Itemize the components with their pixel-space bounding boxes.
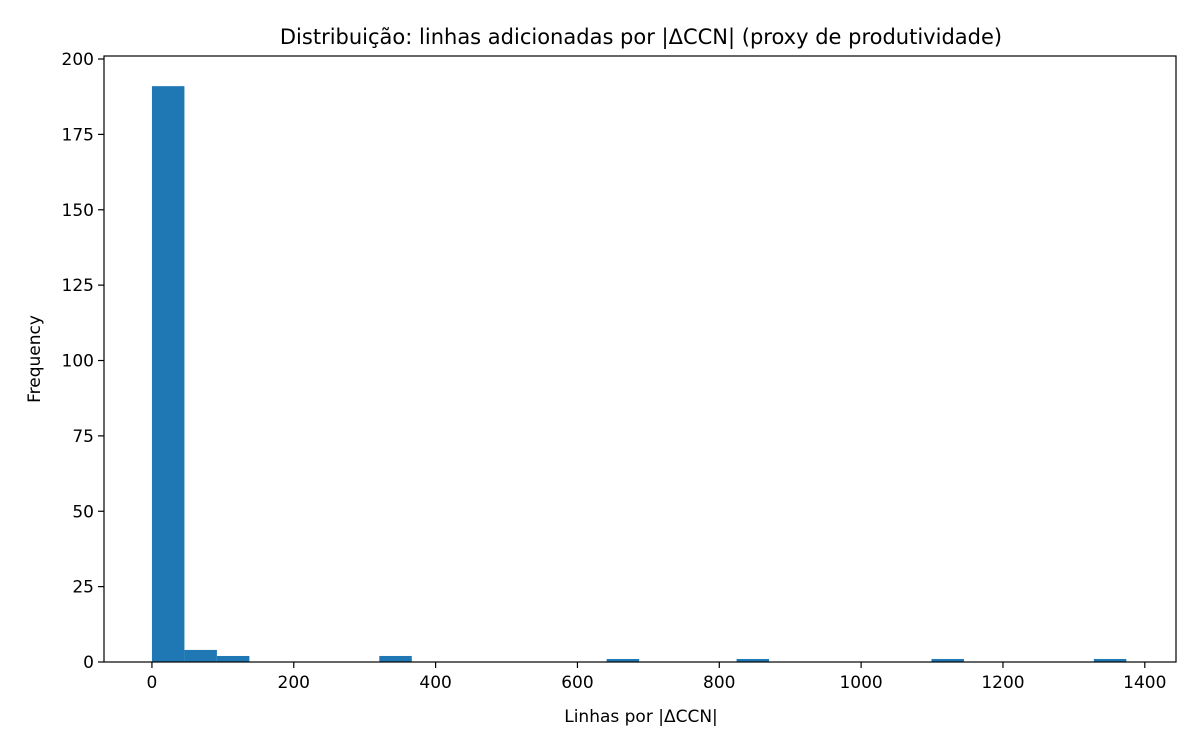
x-tick-label: 1200 [981, 673, 1024, 693]
x-tick-label: 0 [147, 673, 158, 693]
x-axis: 0 200 400 600 800 1000 1200 1400 [147, 662, 1166, 693]
histogram-bar-0 [151, 86, 185, 662]
y-tick-label: 100 [62, 352, 94, 372]
histogram-bar-7 [1093, 658, 1127, 662]
x-tick-label: 1000 [839, 673, 882, 693]
histogram-bar-2 [216, 655, 250, 662]
x-tick-label: 200 [278, 673, 310, 693]
bars-group [151, 86, 1127, 662]
histogram-bar-3 [379, 655, 412, 662]
histogram-bar-5 [736, 658, 770, 662]
chart-title: Distribuição: linhas adicionadas por |ΔC… [280, 25, 1002, 50]
y-tick-label: 150 [62, 201, 94, 221]
x-tick-label: 800 [703, 673, 735, 693]
y-axis: 0 25 50 75 100 125 150 175 200 [62, 50, 104, 673]
y-axis-title: Frequency [25, 315, 45, 403]
y-tick-label: 125 [62, 276, 94, 296]
histogram-bar-6 [931, 658, 964, 662]
x-tick-label: 1400 [1123, 673, 1166, 693]
x-axis-title: Linhas por |ΔCCN| [564, 707, 718, 727]
x-tick-label: 600 [561, 673, 593, 693]
histogram-bar-1 [184, 649, 217, 662]
histogram-bar-4 [606, 658, 640, 662]
y-tick-label: 175 [62, 125, 94, 145]
axes-frame [103, 55, 1177, 663]
x-tick-label: 400 [419, 673, 451, 693]
y-tick-label: 75 [72, 427, 94, 447]
y-tick-label: 50 [72, 502, 94, 522]
y-tick-label: 0 [83, 653, 94, 673]
y-tick-label: 200 [62, 50, 94, 70]
y-tick-label: 25 [72, 578, 94, 598]
